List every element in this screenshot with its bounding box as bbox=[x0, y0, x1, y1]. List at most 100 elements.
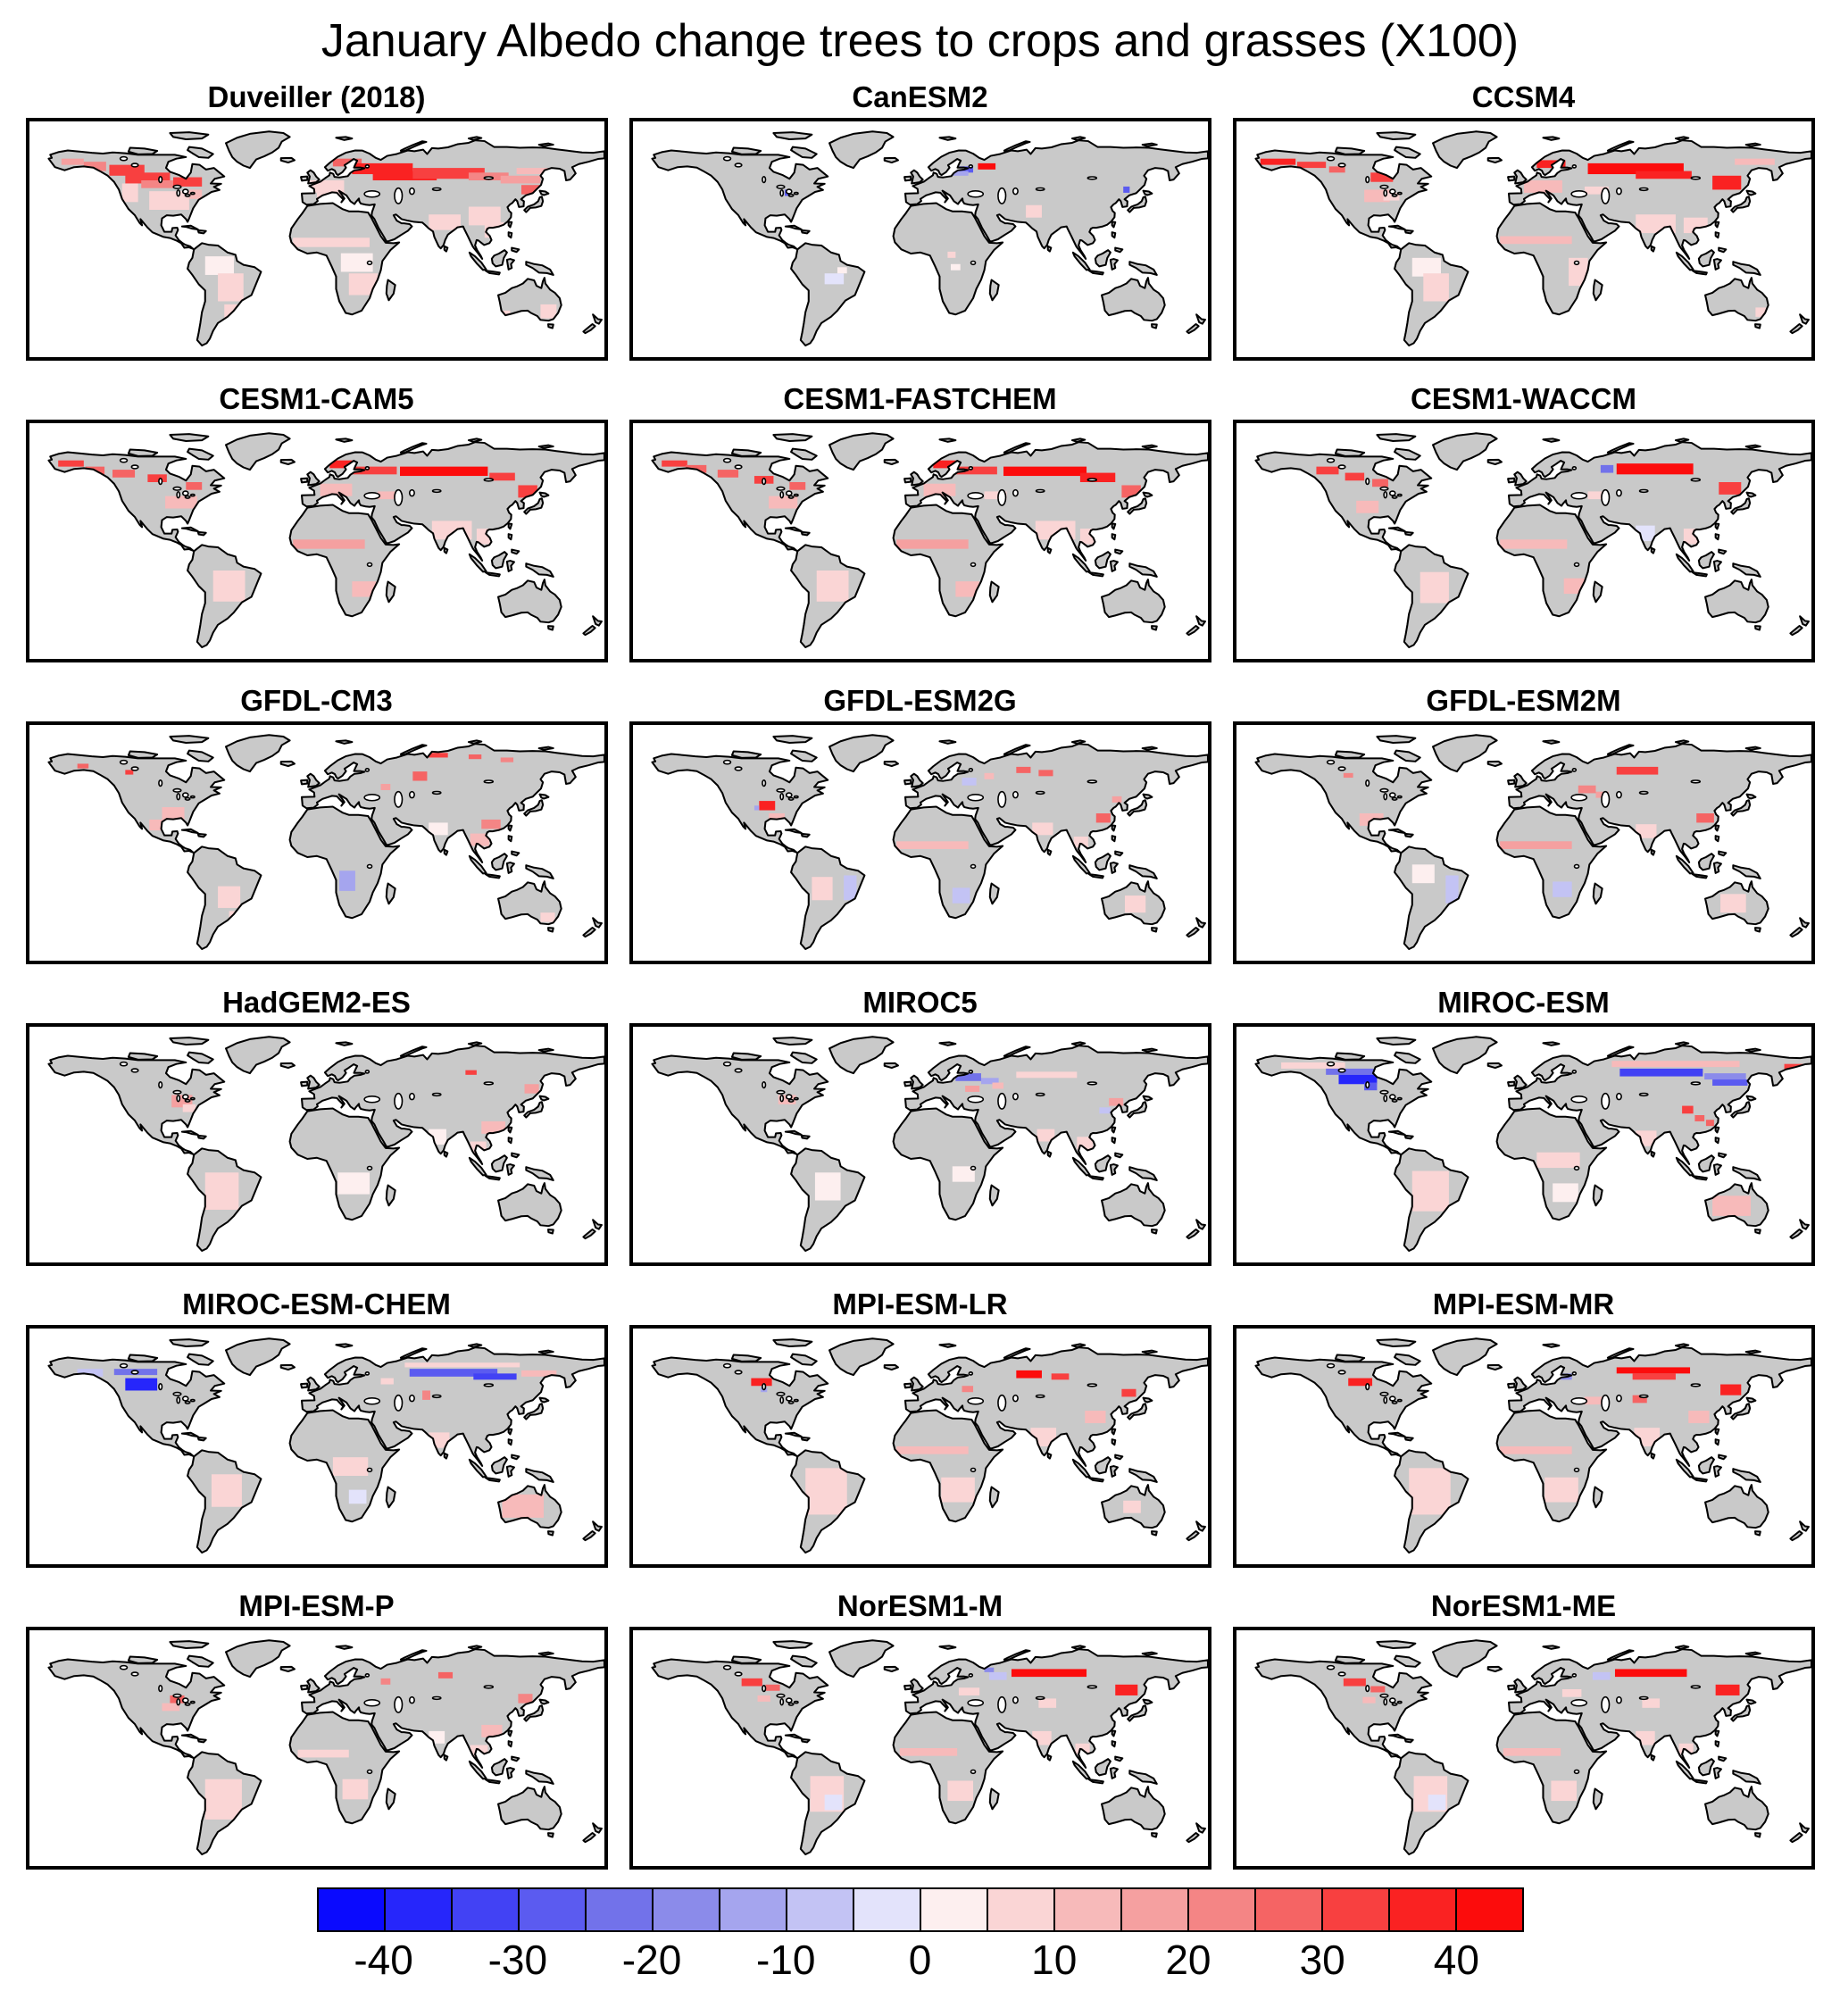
panel-block-miroc-esm-chem: MIROC-ESM-CHEM bbox=[25, 1284, 608, 1568]
panel-block-miroc5: MIROC5 bbox=[629, 982, 1211, 1266]
world-map-miroc5 bbox=[632, 1027, 1208, 1262]
panel-block-miroc-esm: MIROC-ESM bbox=[1232, 982, 1815, 1266]
map-panel-miroc-esm bbox=[1232, 1023, 1815, 1266]
colorbar-cell-2 bbox=[450, 1887, 520, 1932]
map-panel-mpi-esm-lr bbox=[629, 1325, 1211, 1568]
panel-block-ccsm4: CCSM4 bbox=[1232, 77, 1815, 361]
panel-title-mpi-esm-p: MPI-ESM-P bbox=[238, 1589, 395, 1622]
map-panel-cesm1-waccm bbox=[1232, 420, 1815, 662]
panel-title-mpi-esm-lr: MPI-ESM-LR bbox=[832, 1287, 1008, 1320]
colorbar-cell-5 bbox=[651, 1887, 720, 1932]
world-map-mpi-esm-lr bbox=[632, 1329, 1208, 1564]
panel-title-canesm2: CanESM2 bbox=[852, 80, 988, 113]
map-panel-cesm1-fastchem bbox=[629, 420, 1211, 662]
map-panel-hadgem2-es bbox=[25, 1023, 608, 1266]
panel-title-noresm1-m: NorESM1-M bbox=[837, 1589, 1003, 1622]
colorbar-cell-10 bbox=[986, 1887, 1055, 1932]
panel-block-hadgem2-es: HadGEM2-ES bbox=[25, 982, 608, 1266]
world-map-gfdl-cm3 bbox=[29, 725, 604, 961]
colorbar: -40 -30 -20 -10 0 10 20 30 40 bbox=[316, 1887, 1524, 1986]
colorbar-cell-4 bbox=[584, 1887, 654, 1932]
panel-block-gfdl-cm3: GFDL-CM3 bbox=[25, 680, 608, 964]
map-panel-noresm1-me bbox=[1232, 1627, 1815, 1870]
world-map-mpi-esm-p bbox=[29, 1630, 604, 1866]
panel-title-cesm1-waccm: CESM1-WACCM bbox=[1411, 382, 1636, 415]
panel-block-gfdl-esm2g: GFDL-ESM2G bbox=[629, 680, 1211, 964]
panel-title-duveiller-2018: Duveiller (2018) bbox=[207, 80, 426, 113]
panel-title-cesm1-fastchem: CESM1-FASTCHEM bbox=[783, 382, 1057, 415]
map-panel-duveiller-2018 bbox=[25, 118, 608, 361]
map-panel-noresm1-m bbox=[629, 1627, 1211, 1870]
panel-title-ccsm4: CCSM4 bbox=[1471, 80, 1576, 113]
colorbar-cell-12 bbox=[1120, 1887, 1189, 1932]
world-map-gfdl-esm2m bbox=[1236, 725, 1811, 961]
colorbar-cell-0 bbox=[316, 1887, 386, 1932]
colorbar-tick-30: 30 bbox=[1299, 1937, 1345, 1983]
world-map-miroc-esm bbox=[1236, 1027, 1811, 1262]
panel-grid: Duveiller (2018) CanESM2 CCSM4 CESM1-CAM5 CE… bbox=[0, 77, 1840, 1870]
panel-block-cesm1-fastchem: CESM1-FASTCHEM bbox=[629, 379, 1211, 662]
map-panel-gfdl-cm3 bbox=[25, 721, 608, 964]
colorbar-cell-6 bbox=[718, 1887, 787, 1932]
panel-title-miroc5: MIROC5 bbox=[862, 986, 978, 1019]
panel-block-noresm1-m: NorESM1-M bbox=[629, 1586, 1211, 1870]
map-panel-canesm2 bbox=[629, 118, 1211, 361]
colorbar-cell-17 bbox=[1454, 1887, 1524, 1932]
map-panel-cesm1-cam5 bbox=[25, 420, 608, 662]
panel-title-miroc-esm: MIROC-ESM bbox=[1437, 986, 1610, 1019]
map-panel-miroc5 bbox=[629, 1023, 1211, 1266]
panel-block-cesm1-cam5: CESM1-CAM5 bbox=[25, 379, 608, 662]
world-map-cesm1-fastchem bbox=[632, 423, 1208, 659]
world-map-noresm1-m bbox=[632, 1630, 1208, 1866]
panel-title-gfdl-cm3: GFDL-CM3 bbox=[240, 684, 393, 717]
map-panel-gfdl-esm2m bbox=[1232, 721, 1815, 964]
colorbar-cell-3 bbox=[517, 1887, 587, 1932]
colorbar-tick--10: -10 bbox=[756, 1937, 816, 1983]
panel-block-mpi-esm-mr: MPI-ESM-MR bbox=[1232, 1284, 1815, 1568]
world-map-miroc-esm-chem bbox=[29, 1329, 604, 1564]
world-map-cesm1-cam5 bbox=[29, 423, 604, 659]
colorbar-cell-9 bbox=[919, 1887, 988, 1932]
world-map-gfdl-esm2g bbox=[632, 725, 1208, 961]
world-map-duveiller-2018 bbox=[29, 121, 604, 357]
map-panel-mpi-esm-p bbox=[25, 1627, 608, 1870]
panel-block-gfdl-esm2m: GFDL-ESM2M bbox=[1232, 680, 1815, 964]
panel-title-mpi-esm-mr: MPI-ESM-MR bbox=[1432, 1287, 1615, 1320]
panel-block-canesm2: CanESM2 bbox=[629, 77, 1211, 361]
map-panel-ccsm4 bbox=[1232, 118, 1815, 361]
colorbar-cell-14 bbox=[1253, 1887, 1323, 1932]
colorbar-tick--30: -30 bbox=[487, 1937, 548, 1983]
figure-title: January Albedo change trees to crops and… bbox=[321, 15, 1519, 67]
panel-title-noresm1-me: NorESM1-ME bbox=[1430, 1589, 1617, 1622]
panel-block-mpi-esm-p: MPI-ESM-P bbox=[25, 1586, 608, 1870]
colorbar-cells bbox=[316, 1887, 1524, 1932]
colorbar-cell-7 bbox=[785, 1887, 854, 1932]
colorbar-tick-0: 0 bbox=[908, 1937, 932, 1983]
map-panel-mpi-esm-mr bbox=[1232, 1325, 1815, 1568]
world-map-hadgem2-es bbox=[29, 1027, 604, 1262]
colorbar-tick-20: 20 bbox=[1165, 1937, 1211, 1983]
colorbar-cell-13 bbox=[1186, 1887, 1256, 1932]
colorbar-cell-8 bbox=[852, 1887, 921, 1932]
colorbar-cell-11 bbox=[1053, 1887, 1122, 1932]
panel-block-duveiller-2018: Duveiller (2018) bbox=[25, 77, 608, 361]
world-map-mpi-esm-mr bbox=[1236, 1329, 1811, 1564]
colorbar-cell-15 bbox=[1320, 1887, 1390, 1932]
map-panel-gfdl-esm2g bbox=[629, 721, 1211, 964]
colorbar-cell-16 bbox=[1387, 1887, 1457, 1932]
colorbar-tick-10: 10 bbox=[1031, 1937, 1078, 1983]
colorbar-tick--40: -40 bbox=[354, 1937, 413, 1983]
map-panel-miroc-esm-chem bbox=[25, 1325, 608, 1568]
world-map-cesm1-waccm bbox=[1236, 423, 1811, 659]
colorbar-cell-1 bbox=[383, 1887, 453, 1932]
colorbar-tick-labels: -40 -30 -20 -10 0 10 20 30 40 bbox=[317, 1932, 1524, 1986]
panel-title-miroc-esm-chem: MIROC-ESM-CHEM bbox=[182, 1287, 451, 1320]
world-map-canesm2 bbox=[632, 121, 1208, 357]
colorbar-tick-40: 40 bbox=[1433, 1937, 1479, 1983]
panel-title-cesm1-cam5: CESM1-CAM5 bbox=[219, 382, 414, 415]
world-map-ccsm4 bbox=[1236, 121, 1811, 357]
panel-block-cesm1-waccm: CESM1-WACCM bbox=[1232, 379, 1815, 662]
colorbar-tick--20: -20 bbox=[621, 1937, 682, 1983]
panel-block-mpi-esm-lr: MPI-ESM-LR bbox=[629, 1284, 1211, 1568]
